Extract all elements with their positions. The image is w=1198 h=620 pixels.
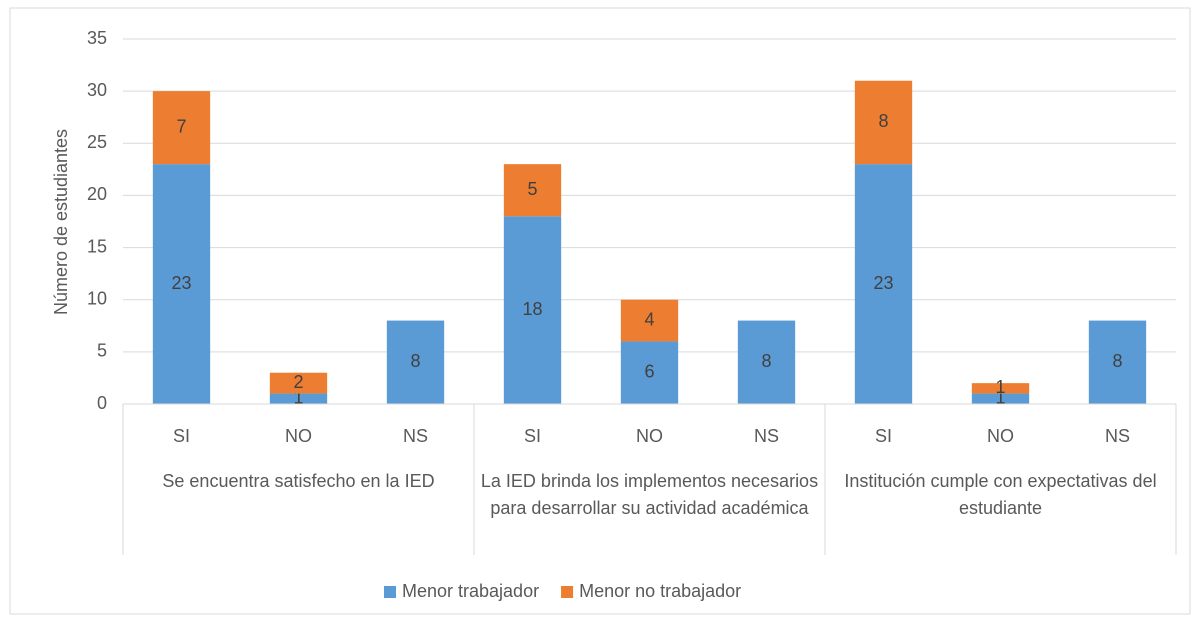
bar-segment xyxy=(971,393,1030,404)
data-label: 23 xyxy=(171,273,191,293)
bar-segment xyxy=(620,341,679,404)
bar-segment xyxy=(503,216,562,404)
bar-segment xyxy=(620,299,679,342)
y-tick-label: 15 xyxy=(87,236,107,256)
bar-segment xyxy=(269,372,328,394)
data-label: 2 xyxy=(293,372,303,392)
bar-segment xyxy=(854,164,913,404)
data-label: 1 xyxy=(995,377,1005,397)
chart-border xyxy=(9,7,1191,615)
data-label: 8 xyxy=(410,351,420,371)
x-tick-label: SI xyxy=(173,426,190,446)
bar-segment xyxy=(152,91,211,165)
bar-segment xyxy=(971,383,1030,394)
data-label: 7 xyxy=(176,116,186,136)
y-tick-label: 5 xyxy=(97,341,107,361)
data-label: 8 xyxy=(1112,351,1122,371)
legend-swatch xyxy=(561,586,574,598)
bar-segment xyxy=(503,164,562,217)
bar-segment xyxy=(1088,320,1147,404)
bar-segment xyxy=(737,320,796,404)
y-tick-label: 35 xyxy=(87,28,107,48)
legend-label: Menor no trabajador xyxy=(579,581,741,601)
y-tick-label: 10 xyxy=(87,288,107,308)
x-tick-label: SI xyxy=(524,426,541,446)
group-label: Se encuentra satisfecho en la IED xyxy=(162,471,435,491)
group-label: Institución cumple con expectativas del … xyxy=(844,471,1157,518)
data-label: 4 xyxy=(644,309,654,329)
data-label: 8 xyxy=(878,111,888,131)
data-label: 1 xyxy=(995,388,1005,408)
x-tick-label: NS xyxy=(754,426,779,446)
x-tick-label: NS xyxy=(1105,426,1130,446)
y-tick-label: 0 xyxy=(97,393,107,413)
bar-segment xyxy=(152,164,211,404)
x-tick-label: NO xyxy=(636,426,663,446)
y-axis-title: Número de estudiantes xyxy=(51,129,71,315)
y-tick-label: 30 xyxy=(87,80,107,100)
data-label: 18 xyxy=(522,299,542,319)
x-tick-label: NO xyxy=(285,426,312,446)
legend-swatch xyxy=(384,586,396,598)
data-label: 6 xyxy=(644,361,654,381)
y-tick-label: 20 xyxy=(87,184,107,204)
bar-segment xyxy=(386,320,445,404)
y-tick-label: 25 xyxy=(87,132,107,152)
x-tick-label: NS xyxy=(403,426,428,446)
data-label: 8 xyxy=(761,351,771,371)
legend-label: Menor trabajador xyxy=(402,581,539,601)
x-tick-label: SI xyxy=(875,426,892,446)
group-label: La IED brinda los implementos necesarios… xyxy=(480,471,819,518)
x-tick-label: NO xyxy=(987,426,1014,446)
data-label: 1 xyxy=(293,388,303,408)
data-label: 5 xyxy=(527,179,537,199)
bar-segment xyxy=(269,393,328,404)
data-label: 23 xyxy=(873,273,893,293)
bar-segment xyxy=(854,80,913,165)
